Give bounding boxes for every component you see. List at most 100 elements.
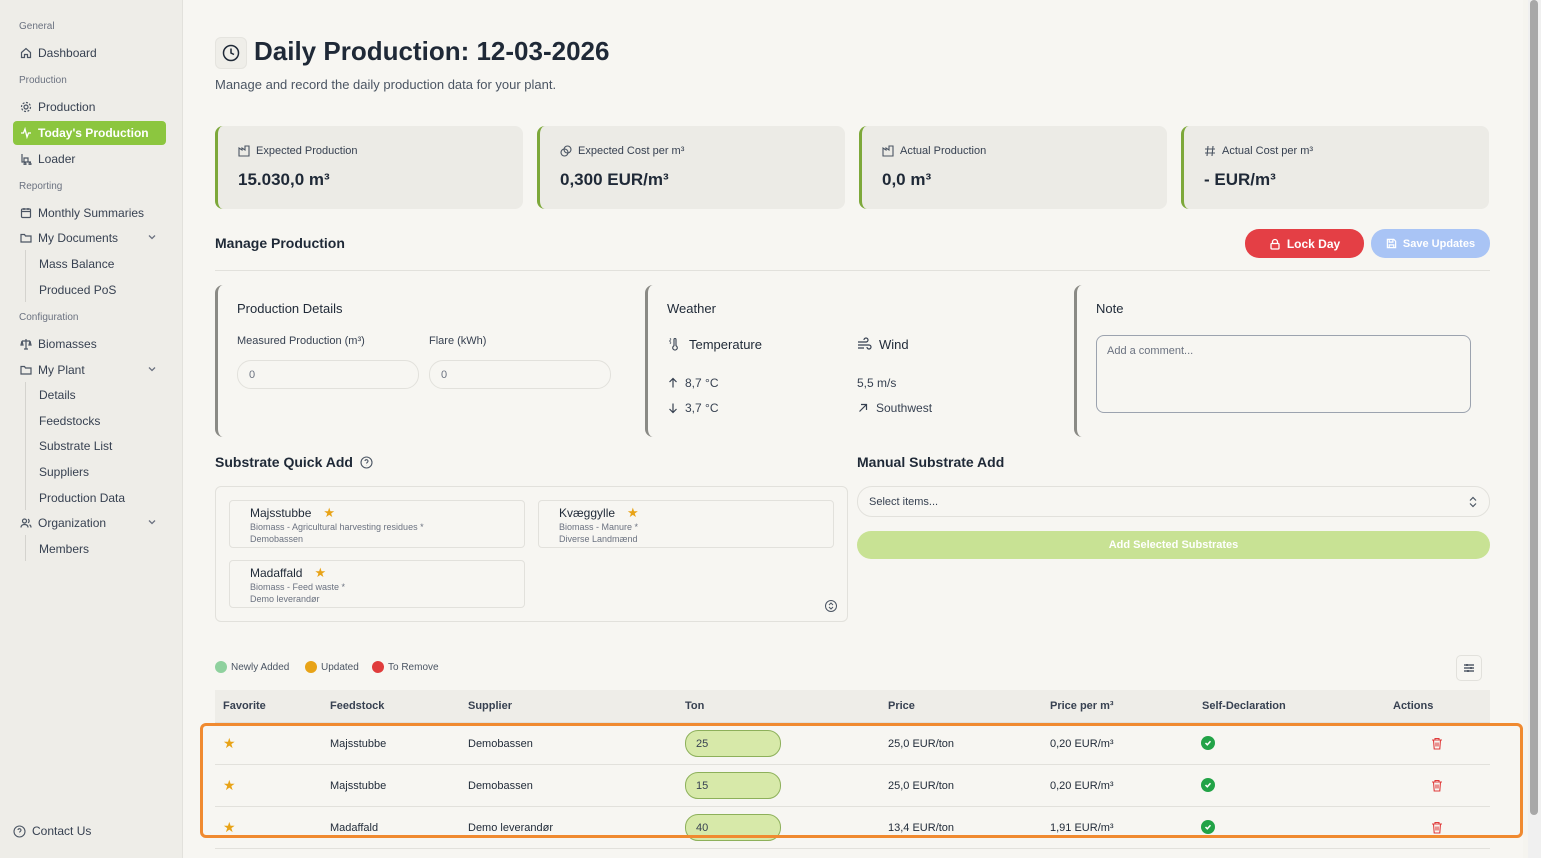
trash-icon[interactable] xyxy=(1431,737,1443,750)
measured-production-input[interactable]: 0 xyxy=(237,360,419,389)
arrow-up-right-icon xyxy=(859,403,868,412)
temp-high: 8,7 °C xyxy=(667,376,718,390)
temp-low: 3,7 °C xyxy=(667,401,718,415)
section-configuration: Configuration xyxy=(19,312,79,323)
add-selected-substrates-button[interactable]: Add Selected Substrates xyxy=(857,531,1490,559)
cell-price-per-m3: 1,91 EUR/m³ xyxy=(1050,822,1114,834)
stat-card-actual-cost: Actual Cost per m³ - EUR/m³ xyxy=(1181,126,1489,209)
col-feedstock[interactable]: Feedstock xyxy=(330,700,385,712)
star-icon[interactable]: ★ xyxy=(323,505,336,520)
trash-icon[interactable] xyxy=(1431,821,1443,834)
wind-label: Wind xyxy=(879,337,909,352)
users-icon xyxy=(19,517,32,530)
star-icon[interactable]: ★ xyxy=(223,819,236,835)
cell-price: 25,0 EUR/ton xyxy=(888,738,955,750)
sidebar-item-my-plant[interactable]: My Plant xyxy=(13,358,166,382)
substrate-select-placeholder: Select items... xyxy=(869,495,939,508)
sidebar-item-substrate-list[interactable]: Substrate List xyxy=(39,439,113,453)
quick-add-item[interactable]: Majsstubbe ★ Biomass - Agricultural harve… xyxy=(229,500,525,548)
sidebar-item-dashboard[interactable]: Dashboard xyxy=(13,41,166,65)
stat-value: 15.030,0 m³ xyxy=(238,170,330,189)
col-supplier[interactable]: Supplier xyxy=(468,700,513,712)
help-icon xyxy=(13,824,26,838)
stat-label: Expected Cost per m³ xyxy=(578,145,685,157)
sidebar-item-label: Today's Production xyxy=(38,126,149,140)
sidebar-item-my-documents[interactable]: My Documents xyxy=(13,226,166,250)
check-circle-icon xyxy=(1201,778,1215,792)
stat-card-expected-cost: Expected Cost per m³ 0,300 EUR/m³ xyxy=(537,126,845,209)
cell-price: 13,4 EUR/ton xyxy=(888,822,955,834)
contact-us-link[interactable]: Contact Us xyxy=(13,824,91,838)
sidebar-item-produced-pos[interactable]: Produced PoS xyxy=(39,283,117,297)
help-icon[interactable] xyxy=(360,455,373,469)
quick-add-heading: Substrate Quick Add xyxy=(215,454,373,470)
column-settings-button[interactable] xyxy=(1456,655,1482,681)
section-production: Production xyxy=(19,75,67,86)
factory-icon xyxy=(238,145,250,157)
note-panel xyxy=(1074,285,1490,437)
col-favorite[interactable]: Favorite xyxy=(223,700,266,712)
arrow-down-icon xyxy=(669,403,677,414)
ton-input[interactable]: 40 xyxy=(685,814,781,841)
col-price[interactable]: Price xyxy=(888,700,915,712)
quick-add-item[interactable]: Madaffald ★ Biomass - Feed waste * Demo l… xyxy=(229,560,525,608)
lock-day-button[interactable]: Lock Day xyxy=(1245,229,1364,258)
substrate-select[interactable]: Select items... xyxy=(857,486,1490,517)
divider xyxy=(215,270,1490,271)
chevron-down-icon xyxy=(148,367,156,372)
wind-heading: Wind xyxy=(857,337,909,352)
thermometer-sun-icon xyxy=(669,337,678,351)
sidebar-item-loader[interactable]: Loader xyxy=(13,147,166,171)
col-self-declaration[interactable]: Self-Declaration xyxy=(1202,700,1286,712)
ton-input[interactable]: 15 xyxy=(685,772,781,799)
star-icon[interactable]: ★ xyxy=(314,565,327,580)
home-icon xyxy=(19,47,32,60)
star-icon[interactable]: ★ xyxy=(223,777,236,793)
measured-production-label: Measured Production (m³) xyxy=(237,335,365,347)
sidebar-item-production[interactable]: Production xyxy=(13,95,166,119)
table-header: Favorite Feedstock Supplier Ton Price Pr… xyxy=(215,690,1490,723)
cell-feedstock: Majsstubbe xyxy=(330,780,387,792)
scrollbar-thumb[interactable] xyxy=(1530,0,1538,815)
sidebar-item-todays-production[interactable]: Today's Production xyxy=(13,121,166,145)
col-actions: Actions xyxy=(1393,700,1434,712)
production-details-title: Production Details xyxy=(237,301,343,316)
save-icon xyxy=(1386,238,1397,249)
green-dot-icon xyxy=(215,661,227,673)
legend-to-remove: To Remove xyxy=(372,661,439,673)
yellow-dot-icon xyxy=(305,661,317,673)
star-icon[interactable]: ★ xyxy=(223,735,236,751)
lock-day-label: Lock Day xyxy=(1286,236,1341,251)
sidebar-item-production-data[interactable]: Production Data xyxy=(39,491,126,505)
trash-icon[interactable] xyxy=(1431,779,1443,792)
quick-add-item-name: Kvæggylle xyxy=(559,506,616,520)
note-title: Note xyxy=(1096,301,1124,316)
ton-input[interactable]: 25 xyxy=(685,730,781,757)
col-price-per-m3[interactable]: Price per m³ xyxy=(1050,700,1114,712)
stat-label: Expected Production xyxy=(256,145,358,157)
note-textarea[interactable]: Add a comment... xyxy=(1096,335,1471,413)
col-ton[interactable]: Ton xyxy=(685,700,705,712)
save-updates-button[interactable]: Save Updates xyxy=(1371,229,1490,258)
arrow-up-icon xyxy=(669,377,677,388)
contact-us-label: Contact Us xyxy=(32,824,92,838)
flare-input[interactable]: 0 xyxy=(429,360,611,389)
temperature-heading: Temperature xyxy=(667,337,762,352)
cell-supplier: Demo leverandør xyxy=(468,822,553,834)
section-reporting: Reporting xyxy=(19,181,63,192)
sidebar-item-members[interactable]: Members xyxy=(39,542,90,556)
sidebar-item-mass-balance[interactable]: Mass Balance xyxy=(39,257,115,271)
sidebar-item-biomasses[interactable]: Biomasses xyxy=(13,332,166,356)
star-icon[interactable]: ★ xyxy=(627,505,639,520)
loader-icon xyxy=(19,153,32,166)
clock-icon xyxy=(215,37,247,69)
sidebar-item-monthly-summaries[interactable]: Monthly Summaries xyxy=(13,201,166,225)
sidebar-item-organization[interactable]: Organization xyxy=(13,511,166,535)
quick-add-item[interactable]: Kvæggylle ★ Biomass - Manure * Diverse La… xyxy=(538,500,834,548)
table-row: ★ Madaffald Demo leverandør 40 13,4 EUR/… xyxy=(215,807,1490,849)
sidebar-item-label: Biomasses xyxy=(38,337,97,351)
sidebar-item-suppliers[interactable]: Suppliers xyxy=(39,465,90,479)
sidebar-item-feedstocks[interactable]: Feedstocks xyxy=(39,414,101,428)
scroll-handle-icon[interactable] xyxy=(825,600,837,612)
sidebar-item-details[interactable]: Details xyxy=(39,388,76,402)
